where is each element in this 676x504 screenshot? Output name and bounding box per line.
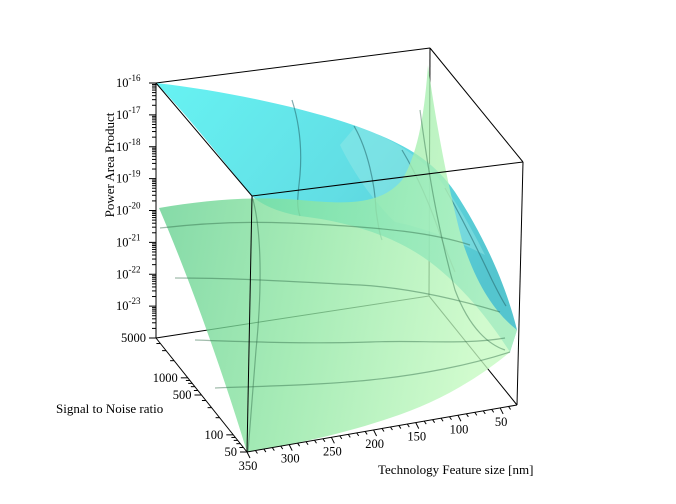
- x-major-tick: [246, 451, 251, 459]
- x-major-tick: [415, 422, 420, 429]
- x-minor-tick: [305, 441, 309, 445]
- x-minor-tick: [322, 438, 326, 443]
- x-major-tick: [457, 415, 462, 422]
- x-minor-tick: [255, 450, 258, 454]
- box-front-edges: [155, 82, 524, 453]
- x-minor-tick: [390, 426, 393, 431]
- z-tick-label: 10-16: [116, 73, 141, 90]
- x-axis-label: Technology Feature size [nm]: [378, 462, 533, 477]
- x-minor-tick: [440, 417, 444, 422]
- x-tick-label: 200: [365, 437, 384, 451]
- x-tick-label: 50: [495, 415, 508, 429]
- z-tick-label: 10-22: [116, 264, 141, 281]
- x-minor-tick: [347, 434, 351, 438]
- box-edge: [155, 82, 253, 197]
- y-tick-label: 5000: [121, 331, 146, 345]
- x-minor-tick: [449, 416, 452, 421]
- z-tick-label: 10-20: [116, 201, 141, 218]
- box-edge: [155, 47, 431, 84]
- z-tick-label: 10-19: [116, 169, 141, 186]
- x-major-tick: [373, 429, 378, 437]
- x-minor-tick: [398, 425, 402, 429]
- contour-line: [214, 351, 511, 389]
- x-minor-tick: [364, 431, 368, 435]
- x-minor-tick: [297, 442, 301, 447]
- box-edge: [246, 195, 253, 453]
- x-minor-tick: [465, 413, 469, 418]
- x-tick-label: 300: [281, 452, 300, 466]
- contour-line: [194, 337, 506, 344]
- contour-line: [174, 277, 501, 313]
- z-tick-label: 10-17: [116, 105, 141, 122]
- contour-line: [444, 187, 507, 307]
- x-minor-tick: [491, 409, 495, 413]
- y-tick-label: 50: [225, 445, 238, 459]
- x-minor-tick: [432, 419, 436, 423]
- z-axis-tick-labels: 10-16 10-17 10-18 10-19 10-20 10-21 10-22 10-23: [116, 73, 141, 313]
- x-minor-tick: [314, 439, 317, 444]
- x-minor-tick: [474, 412, 478, 416]
- x-minor-tick: [508, 406, 511, 410]
- x-minor-tick: [339, 435, 343, 440]
- y-tick-label: 500: [173, 388, 192, 402]
- contour-line: [159, 221, 471, 246]
- y-tick-label: 1000: [153, 371, 178, 385]
- x-tick-label: 100: [450, 422, 469, 436]
- surface-green-contours: [159, 109, 511, 453]
- y-axis-label: Signal to Noise ratio: [56, 401, 163, 416]
- x-major-tick: [499, 407, 504, 415]
- x-minor-tick: [263, 448, 267, 453]
- z-tick-label: 10-23: [116, 296, 141, 313]
- z-axis-label: Power Area Product: [102, 112, 117, 217]
- x-minor-tick: [280, 445, 284, 450]
- x-minor-tick: [406, 423, 410, 428]
- box-edge: [251, 161, 524, 197]
- contour-line: [419, 109, 506, 351]
- x-minor-tick: [381, 428, 385, 432]
- box-edge: [516, 161, 524, 406]
- x-axis-tick-labels: 350 300 250 200 150 100 50: [239, 415, 508, 473]
- x-minor-tick: [271, 447, 275, 451]
- x-tick-label: 250: [323, 444, 342, 458]
- z-tick-label: 10-21: [116, 232, 141, 249]
- z-axis-ticks: [149, 82, 156, 329]
- x-minor-tick: [423, 420, 427, 425]
- x-major-tick: [288, 444, 293, 451]
- x-tick-label: 350: [239, 459, 258, 473]
- x-axis-ticks: [246, 406, 511, 459]
- x-major-tick: [330, 437, 335, 444]
- z-tick-label: 10-18: [116, 137, 141, 154]
- y-axis-ticks: [149, 337, 247, 453]
- contour-line: [247, 195, 261, 453]
- x-tick-label: 150: [407, 430, 426, 444]
- x-minor-tick: [482, 410, 486, 415]
- x-minor-tick: [356, 432, 360, 437]
- y-tick-label: 100: [205, 428, 224, 442]
- box-edge: [429, 47, 524, 163]
